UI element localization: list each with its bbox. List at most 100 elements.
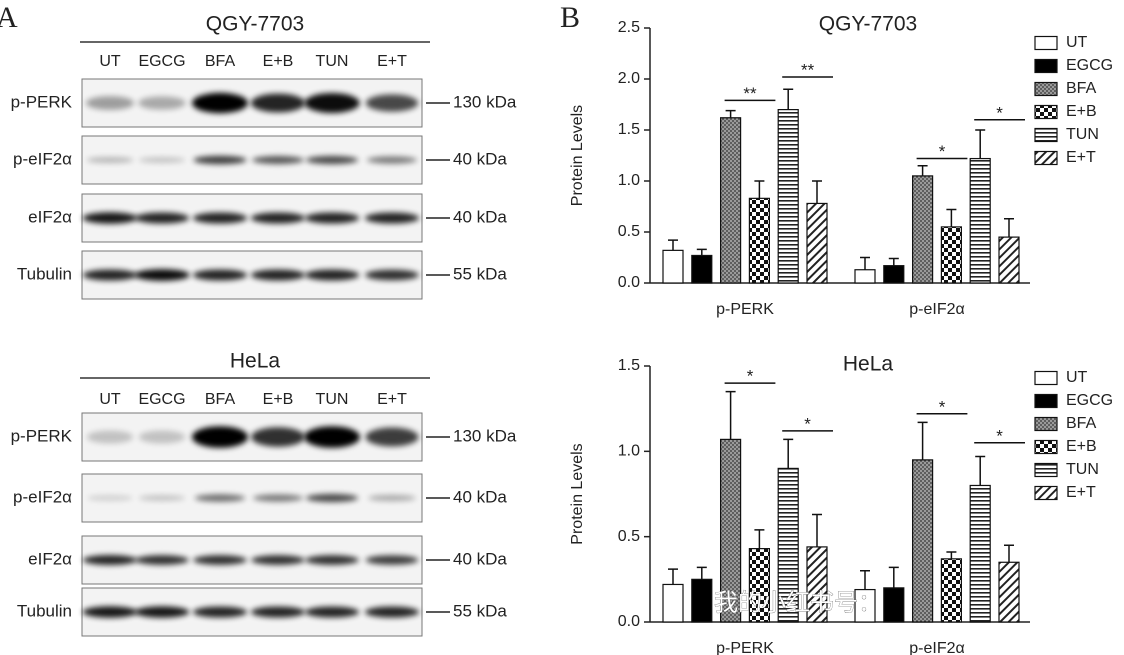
chart-title: HeLa [843, 353, 894, 376]
row-label: Tubulin [17, 264, 72, 283]
error-bar [946, 208, 957, 227]
band [192, 92, 248, 114]
marker-label: 55 kDa [453, 264, 507, 283]
lane-label: BFA [205, 391, 236, 408]
panel-label: A [0, 1, 18, 34]
bar [998, 236, 1020, 284]
bar [662, 249, 684, 284]
error-bar [888, 566, 899, 588]
legend-swatch [1034, 81, 1058, 97]
lane-label: EGCG [138, 53, 185, 70]
bar [854, 269, 876, 284]
band [367, 156, 417, 164]
marker-label: 130 kDa [453, 92, 517, 111]
band [368, 494, 416, 502]
band [365, 269, 419, 281]
y-tick-label: 2.0 [618, 70, 640, 87]
error-bar [725, 109, 736, 118]
blot-frame [81, 135, 423, 185]
legend-label: EGCG [1066, 57, 1113, 74]
error-bar [946, 551, 957, 559]
y-tick-label: 0.0 [618, 274, 640, 291]
error-bar [1004, 217, 1014, 238]
error-bar [860, 570, 870, 590]
bar [806, 202, 828, 284]
y-axis-label: Protein Levels [569, 443, 586, 544]
panel-label: B [560, 1, 580, 34]
band [134, 269, 190, 281]
bar [777, 108, 799, 284]
legend-label: BFA [1066, 415, 1097, 432]
band [250, 606, 306, 618]
lane-label: E+T [377, 391, 407, 408]
error-bar [860, 256, 870, 270]
lane-label: BFA [205, 53, 236, 70]
band [194, 494, 246, 502]
band [138, 96, 186, 110]
row-label: p-PERK [11, 426, 73, 445]
band [192, 269, 248, 281]
band [364, 212, 420, 224]
legend-label: E+T [1066, 484, 1096, 501]
error-bar [1004, 544, 1014, 563]
error-bar [754, 529, 765, 549]
x-tick-label: p-eIF2α [909, 640, 965, 655]
row-label: Tubulin [17, 601, 72, 620]
legend-label: UT [1066, 369, 1088, 386]
legend-label: EGCG [1066, 392, 1113, 409]
y-axis-label: Protein Levels [569, 105, 586, 206]
band [86, 157, 134, 163]
blot-title: HeLa [230, 350, 281, 373]
band [250, 93, 306, 113]
legend-label: TUN [1066, 126, 1099, 143]
band [305, 493, 359, 503]
lane-label: UT [99, 391, 121, 408]
band [134, 212, 190, 224]
band [138, 430, 186, 444]
error-bar [975, 455, 986, 486]
error-bar [696, 248, 707, 256]
marker-label: 40 kDa [453, 549, 507, 568]
bar [998, 561, 1020, 623]
legend-swatch [1034, 485, 1058, 501]
error-bar [812, 180, 822, 204]
band [304, 426, 360, 448]
legend-label: TUN [1066, 461, 1099, 478]
bar [883, 587, 905, 623]
lane-label: E+T [377, 53, 407, 70]
marker-label: 40 kDa [453, 487, 507, 506]
band [251, 427, 305, 447]
legend-swatch [1034, 150, 1058, 166]
row-label: p-eIF2α [13, 149, 72, 168]
band [304, 606, 360, 618]
y-tick-label: 1.0 [618, 443, 640, 460]
band [252, 156, 304, 164]
band [82, 212, 138, 224]
y-tick-label: 0.5 [618, 528, 640, 545]
marker-label: 40 kDa [453, 149, 507, 168]
legend-swatch [1034, 58, 1058, 74]
bar [883, 265, 905, 284]
legend-label: UT [1066, 34, 1088, 51]
y-tick-label: 0.5 [618, 223, 640, 240]
legend-swatch [1034, 127, 1058, 143]
band [304, 212, 360, 224]
lane-label: UT [99, 53, 121, 70]
legend-label: E+B [1066, 438, 1097, 455]
band [82, 555, 138, 565]
band [82, 269, 138, 281]
legend-swatch [1034, 462, 1058, 478]
error-bar [917, 421, 928, 460]
error-bar [668, 568, 678, 585]
band [364, 606, 420, 618]
band [192, 212, 248, 224]
band [134, 606, 190, 618]
x-tick-label: p-eIF2α [909, 301, 965, 318]
band [305, 555, 359, 565]
band [251, 555, 305, 565]
error-bar [975, 129, 986, 159]
bar [911, 459, 934, 623]
error-bar [668, 239, 678, 251]
bar [719, 117, 742, 284]
